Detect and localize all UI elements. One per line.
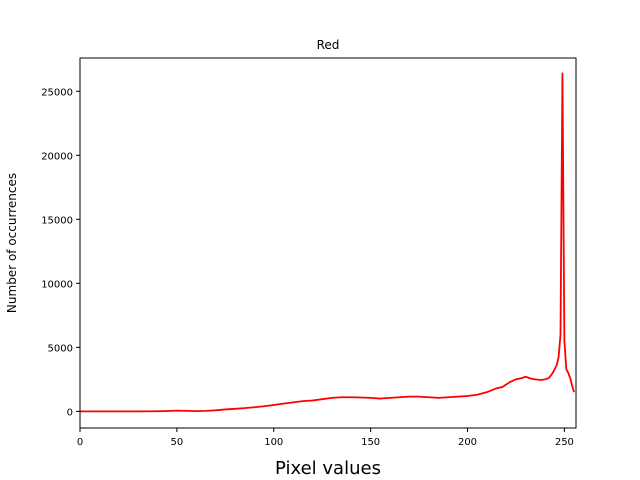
x-tick-label: 0 bbox=[77, 437, 83, 448]
chart-title: Red bbox=[317, 38, 340, 52]
y-ticks: 0 5000 10000 15000 20000 25000 bbox=[41, 87, 80, 418]
y-tick-label: 0 bbox=[67, 407, 73, 418]
y-axis-label: Number of occurrences bbox=[5, 173, 19, 313]
x-tick-label: 200 bbox=[458, 437, 477, 448]
y-tick-label: 10000 bbox=[41, 279, 73, 290]
x-ticks: 0 50 100 150 200 250 bbox=[77, 428, 574, 448]
plot-area bbox=[80, 72, 575, 413]
x-axis-label: Pixel values bbox=[275, 458, 381, 479]
x-tick-label: 150 bbox=[361, 437, 380, 448]
y-tick-label: 5000 bbox=[48, 343, 73, 354]
x-tick-label: 50 bbox=[171, 437, 184, 448]
axes-frame bbox=[79, 57, 577, 429]
y-tick-label: 20000 bbox=[41, 151, 73, 162]
x-tick-label: 100 bbox=[264, 437, 283, 448]
series-line-0 bbox=[80, 72, 575, 413]
x-tick-label: 250 bbox=[555, 437, 574, 448]
y-tick-label: 15000 bbox=[41, 215, 73, 226]
y-tick-label: 25000 bbox=[41, 87, 73, 98]
